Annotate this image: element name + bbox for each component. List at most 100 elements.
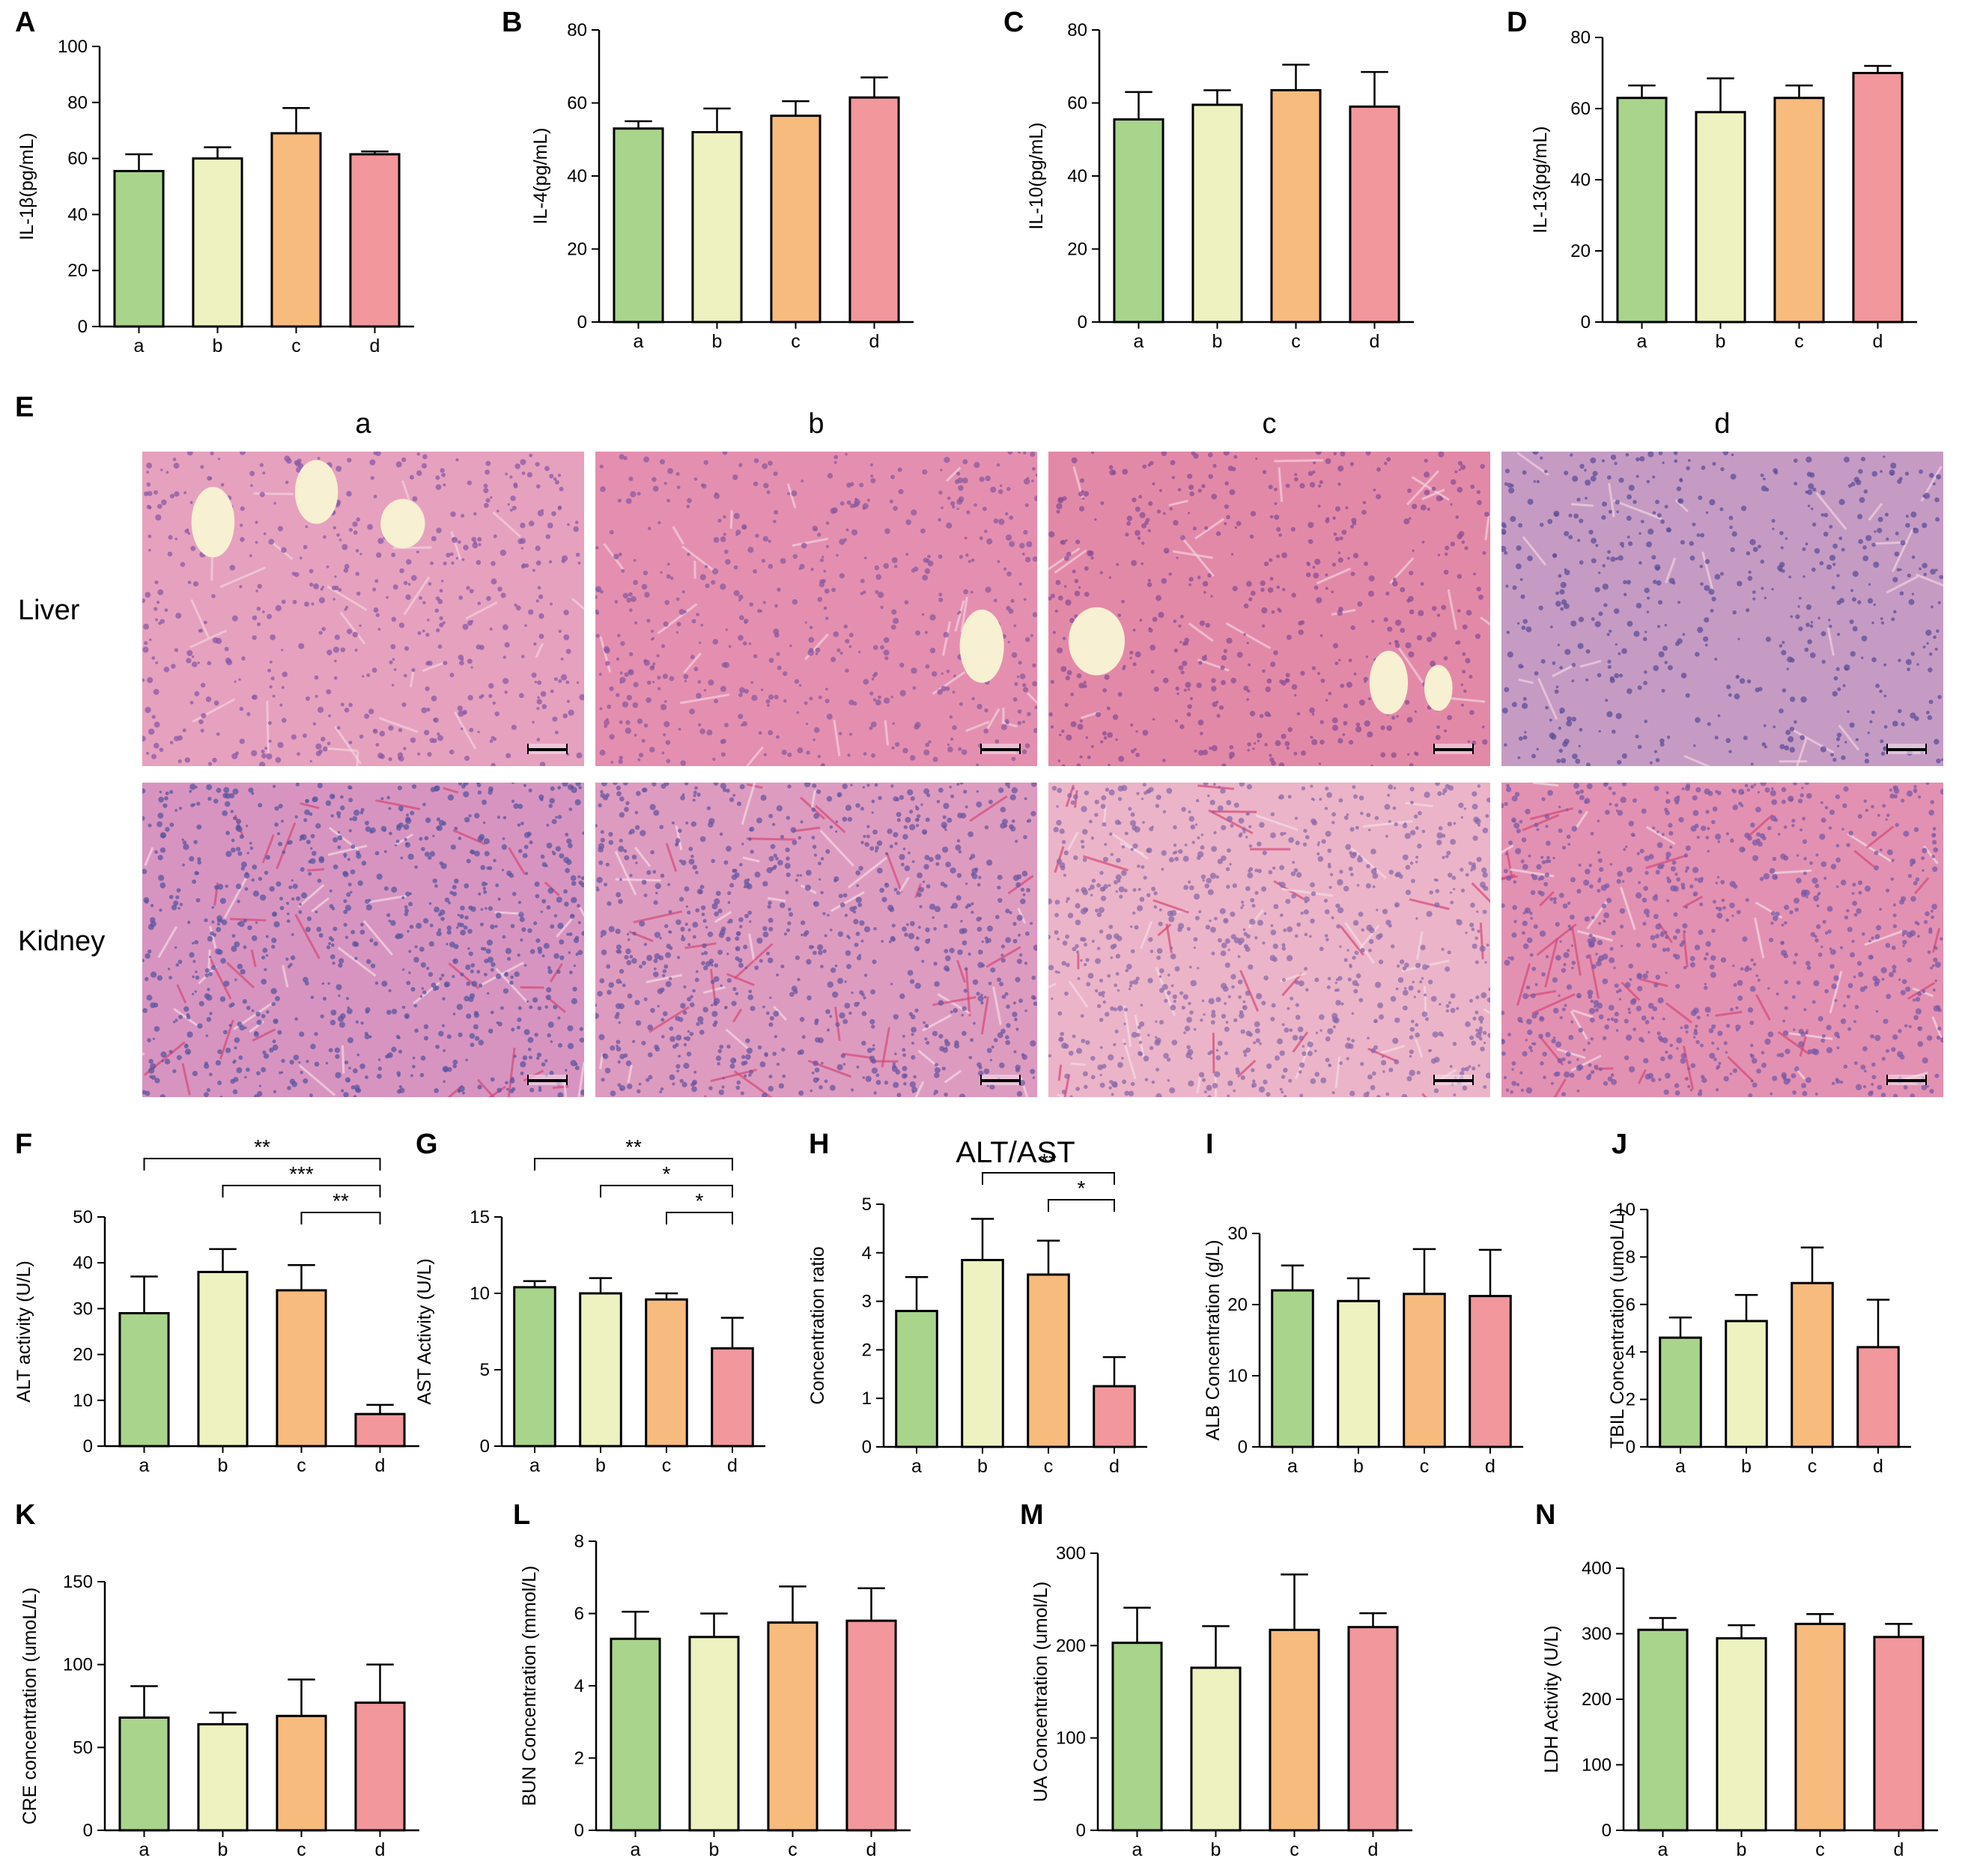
row-label: Liver bbox=[18, 595, 80, 626]
vessel-lumen bbox=[1068, 607, 1125, 676]
y-tick-label: 20 bbox=[73, 1345, 93, 1365]
chart-panel-d: Da b c d 0 20 40 60 80 IL-13(pg/mL) bbox=[1507, 7, 1917, 352]
bar-d bbox=[1469, 1295, 1512, 1448]
y-tick-label: 15 bbox=[470, 1207, 490, 1227]
x-tick-label: b bbox=[213, 336, 223, 356]
y-tick-label: 4 bbox=[1626, 1342, 1636, 1362]
bar-c bbox=[276, 1289, 327, 1448]
bar-c bbox=[767, 1621, 819, 1832]
bar-a bbox=[1637, 1628, 1689, 1832]
micrograph-liver-c bbox=[1048, 452, 1490, 766]
x-tick-label: c bbox=[297, 1839, 306, 1860]
y-tick-label: 80 bbox=[1067, 20, 1087, 40]
y-axis-label: Concentration ratio bbox=[807, 1246, 828, 1404]
x-tick-label: c bbox=[297, 1455, 306, 1476]
histology-panel: Ea b c d Liver Kidney bbox=[15, 392, 1943, 1097]
bar-d bbox=[845, 1619, 897, 1832]
x-tick-label: d bbox=[370, 336, 380, 356]
vessel-lumen bbox=[1424, 664, 1453, 711]
x-tick-label: b bbox=[712, 331, 723, 352]
x-tick-label: d bbox=[1894, 1839, 1904, 1860]
y-tick-label: 0 bbox=[1626, 1437, 1636, 1457]
y-tick-label: 1 bbox=[862, 1388, 872, 1409]
panel-label: F bbox=[15, 1129, 32, 1160]
vessel-lumen bbox=[959, 609, 1004, 683]
x-tick-label: b bbox=[218, 1839, 228, 1860]
y-axis-label: TBIL Concentration (umoL/L) bbox=[1607, 1208, 1628, 1448]
y-tick-label: 50 bbox=[73, 1207, 93, 1227]
x-tick-label: b bbox=[1741, 1456, 1752, 1477]
y-axis-label: ALT activity (U/L) bbox=[13, 1260, 34, 1402]
y-axis-label: CRE concentration (umoL/L) bbox=[19, 1588, 40, 1825]
y-tick-label: 80 bbox=[567, 20, 587, 40]
panel-label: G bbox=[416, 1129, 438, 1160]
x-tick-label: a bbox=[1134, 331, 1144, 352]
bar-a bbox=[1659, 1336, 1702, 1448]
panel-label: J bbox=[1612, 1129, 1627, 1160]
bar-b bbox=[1716, 1637, 1767, 1832]
chart-panel-l: La b c d 0 2 4 6 8 BUN Concentration (mmol/L) bbox=[513, 1499, 911, 1860]
micrograph-kidney-a bbox=[142, 783, 584, 1097]
bar-a bbox=[895, 1310, 938, 1448]
x-tick-label: c bbox=[1808, 1456, 1817, 1477]
panel-label: L bbox=[513, 1499, 530, 1531]
significance-label: ** bbox=[254, 1135, 270, 1159]
tissue-background bbox=[142, 783, 584, 1097]
y-tick-label: 8 bbox=[574, 1532, 584, 1552]
micrograph-liver-d bbox=[1501, 452, 1943, 766]
x-tick-label: c bbox=[662, 1455, 672, 1476]
y-tick-label: 100 bbox=[58, 37, 88, 57]
significance-label: *** bbox=[289, 1162, 314, 1186]
y-tick-label: 20 bbox=[1227, 1295, 1248, 1315]
x-tick-label: a bbox=[1675, 1456, 1686, 1477]
panel-label: A bbox=[15, 7, 35, 38]
y-tick-label: 100 bbox=[1056, 1728, 1086, 1749]
x-tick-label: b bbox=[1737, 1839, 1747, 1860]
y-tick-label: 50 bbox=[73, 1737, 93, 1758]
x-tick-label: a bbox=[1637, 331, 1647, 352]
panel-label: D bbox=[1507, 7, 1527, 38]
panel-label: M bbox=[1020, 1499, 1044, 1531]
chart-panel-k: Ka b c d 0 50 100 150 CRE concentration (umoL/L) bbox=[15, 1499, 419, 1860]
y-tick-label: 40 bbox=[73, 1253, 93, 1273]
panel-label: K bbox=[15, 1499, 36, 1531]
y-tick-label: 300 bbox=[1056, 1543, 1086, 1564]
bar-d bbox=[1873, 1636, 1925, 1832]
y-tick-label: 0 bbox=[1602, 1821, 1612, 1841]
y-tick-label: 20 bbox=[1067, 240, 1087, 260]
column-label: c bbox=[1263, 408, 1277, 440]
bar-b bbox=[197, 1722, 249, 1832]
bar-b bbox=[961, 1259, 1004, 1448]
significance-bracket bbox=[143, 1158, 381, 1171]
significance-label: * bbox=[663, 1162, 671, 1186]
x-tick-label: b bbox=[1353, 1456, 1364, 1477]
y-tick-label: 200 bbox=[1056, 1636, 1086, 1656]
y-tick-label: 20 bbox=[1570, 241, 1591, 261]
panel-label: N bbox=[1535, 1499, 1555, 1531]
x-tick-label: d bbox=[1109, 1456, 1120, 1477]
chart-panel-a: Aa b c d 0 20 40 60 80 100 IL-1β(pg/mL) bbox=[15, 7, 414, 356]
bar-b bbox=[579, 1292, 622, 1448]
vessel-lumen bbox=[294, 460, 338, 524]
y-tick-label: 6 bbox=[574, 1604, 584, 1624]
y-tick-label: 10 bbox=[470, 1284, 490, 1304]
bar-d bbox=[354, 1412, 406, 1448]
tissue-background bbox=[1048, 783, 1490, 1097]
y-axis-label: ALB Concentration (g/L) bbox=[1203, 1239, 1224, 1440]
bar-a bbox=[118, 1716, 170, 1832]
bar-a bbox=[113, 169, 165, 328]
x-tick-label: b bbox=[977, 1456, 988, 1477]
y-tick-label: 0 bbox=[1238, 1437, 1248, 1457]
bar-a bbox=[610, 1637, 661, 1832]
bar-c bbox=[645, 1298, 688, 1448]
bar-d bbox=[1349, 105, 1400, 324]
y-tick-label: 0 bbox=[83, 1821, 93, 1841]
tissue-background bbox=[595, 452, 1037, 766]
panel-label: H bbox=[809, 1129, 829, 1160]
y-tick-label: 40 bbox=[67, 204, 88, 225]
x-tick-label: b bbox=[709, 1839, 720, 1860]
x-tick-label: b bbox=[1211, 1839, 1221, 1860]
bar-b bbox=[1337, 1299, 1380, 1448]
